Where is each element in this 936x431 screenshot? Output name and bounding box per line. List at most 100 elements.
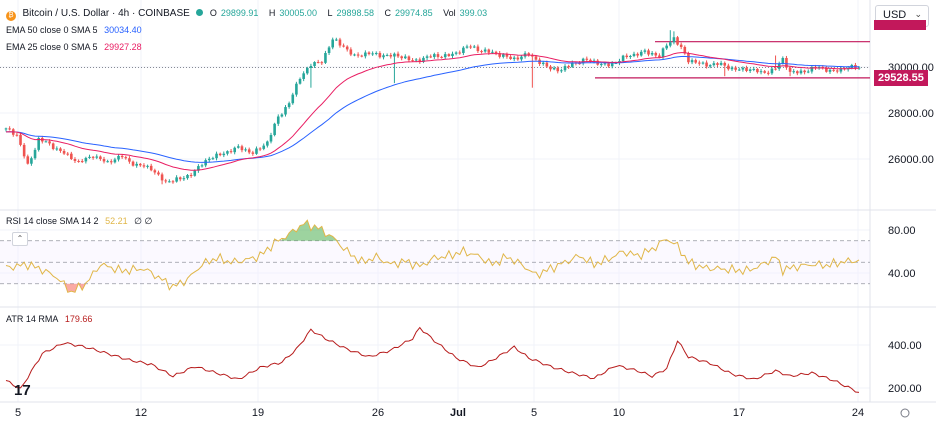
candle-down (476, 46, 480, 52)
candle-up (665, 45, 668, 49)
candle-down (70, 153, 73, 160)
candle-down (534, 56, 538, 60)
candle-up (643, 50, 647, 52)
candle-up (371, 53, 374, 55)
candle-up (701, 62, 705, 64)
candle-up (266, 141, 269, 146)
ema25-legend: EMA 25 close 0 SMA 5 29927.28 (6, 42, 142, 52)
candle-up (806, 71, 810, 73)
candle-down (589, 59, 592, 62)
candle-down (124, 157, 128, 159)
candle-down (389, 54, 393, 57)
candle-down (80, 161, 84, 163)
candle-up (425, 56, 429, 58)
candle-up (422, 57, 425, 62)
candle-down (411, 60, 414, 62)
candle-up (135, 163, 138, 166)
candle-down (505, 54, 509, 57)
candle-down (22, 144, 26, 157)
candle-down (567, 66, 570, 68)
candle-up (175, 177, 178, 182)
candle-up (364, 52, 367, 57)
candle-down (825, 67, 828, 72)
candle-up (193, 170, 197, 176)
candle-up (810, 66, 814, 72)
candle-up (37, 138, 40, 150)
candle-up (106, 161, 109, 163)
candle-up (563, 66, 567, 71)
candle-down (378, 52, 382, 58)
candle-up (33, 149, 37, 159)
candle-down (99, 156, 102, 160)
ohlc-open: O 29899.91 (209, 8, 259, 18)
candle-down (139, 163, 142, 166)
candle-down (578, 63, 581, 65)
candle-up (661, 48, 665, 58)
candle-down (153, 170, 157, 173)
candle-up (483, 49, 487, 52)
candle-down (676, 37, 679, 45)
candle-up (233, 147, 236, 153)
chevron-down-icon: ⌄ (914, 9, 922, 19)
candle-down (509, 56, 512, 59)
candle-up (512, 57, 516, 59)
candle-down (59, 148, 62, 151)
atr-legend: ATR 14 RMA 179.66 (6, 314, 93, 324)
candle-down (527, 53, 531, 56)
candle-up (30, 158, 33, 164)
candle-up (857, 67, 861, 69)
time-tick-label: 5 (531, 407, 537, 419)
candle-up (313, 62, 316, 66)
candle-up (113, 159, 117, 163)
candle-up (632, 53, 636, 57)
candle-down (338, 39, 342, 46)
candle-down (767, 72, 770, 74)
candle-down (654, 53, 658, 56)
candle-up (552, 67, 556, 70)
candle-down (683, 46, 687, 54)
candle-down (360, 55, 364, 57)
candle-up (759, 71, 763, 73)
candle-up (414, 59, 418, 61)
candle-up (353, 54, 356, 56)
candle-down (48, 141, 51, 144)
time-tick-label: 19 (252, 407, 264, 419)
candle-up (215, 153, 218, 159)
candle-up (502, 54, 505, 57)
candle-down (429, 56, 433, 58)
candle-up (404, 56, 407, 59)
candle-down (131, 161, 135, 166)
symbol-legend: ₿ Bitcoin / U.S. Dollar · 4h · COINBASE … (6, 8, 495, 21)
rsi-tick-label: 80.00 (888, 225, 916, 237)
candle-down (494, 51, 498, 54)
candle-down (77, 160, 80, 162)
candle-up (737, 69, 741, 71)
settings-gear-icon[interactable] (900, 408, 910, 418)
candle-up (84, 157, 88, 162)
candle-down (157, 172, 160, 175)
candle-up (454, 52, 458, 54)
time-axis: 5 12 19 26 Jul 5 10 17 24 (15, 407, 910, 419)
candle-up (839, 68, 843, 72)
collapse-pane-button[interactable]: ⌃ (12, 232, 28, 246)
candle-down (51, 143, 55, 149)
candle-up (629, 56, 632, 58)
candle-up (560, 70, 563, 72)
candle-down (556, 67, 560, 72)
candle-up (146, 165, 149, 167)
candle-up (374, 52, 378, 54)
time-tick-label: 17 (733, 407, 745, 419)
candle-down (102, 159, 106, 162)
candle-up (465, 46, 469, 48)
candle-up (55, 148, 59, 150)
rsi-overbought-fill (281, 220, 340, 241)
candle-down (258, 148, 262, 150)
candle-down (342, 45, 345, 47)
candle-up (182, 178, 186, 180)
candle-down (66, 153, 70, 155)
candle-up (186, 175, 189, 179)
candle-down (418, 59, 422, 62)
ohlc-high: H 30005.00 (268, 8, 317, 18)
